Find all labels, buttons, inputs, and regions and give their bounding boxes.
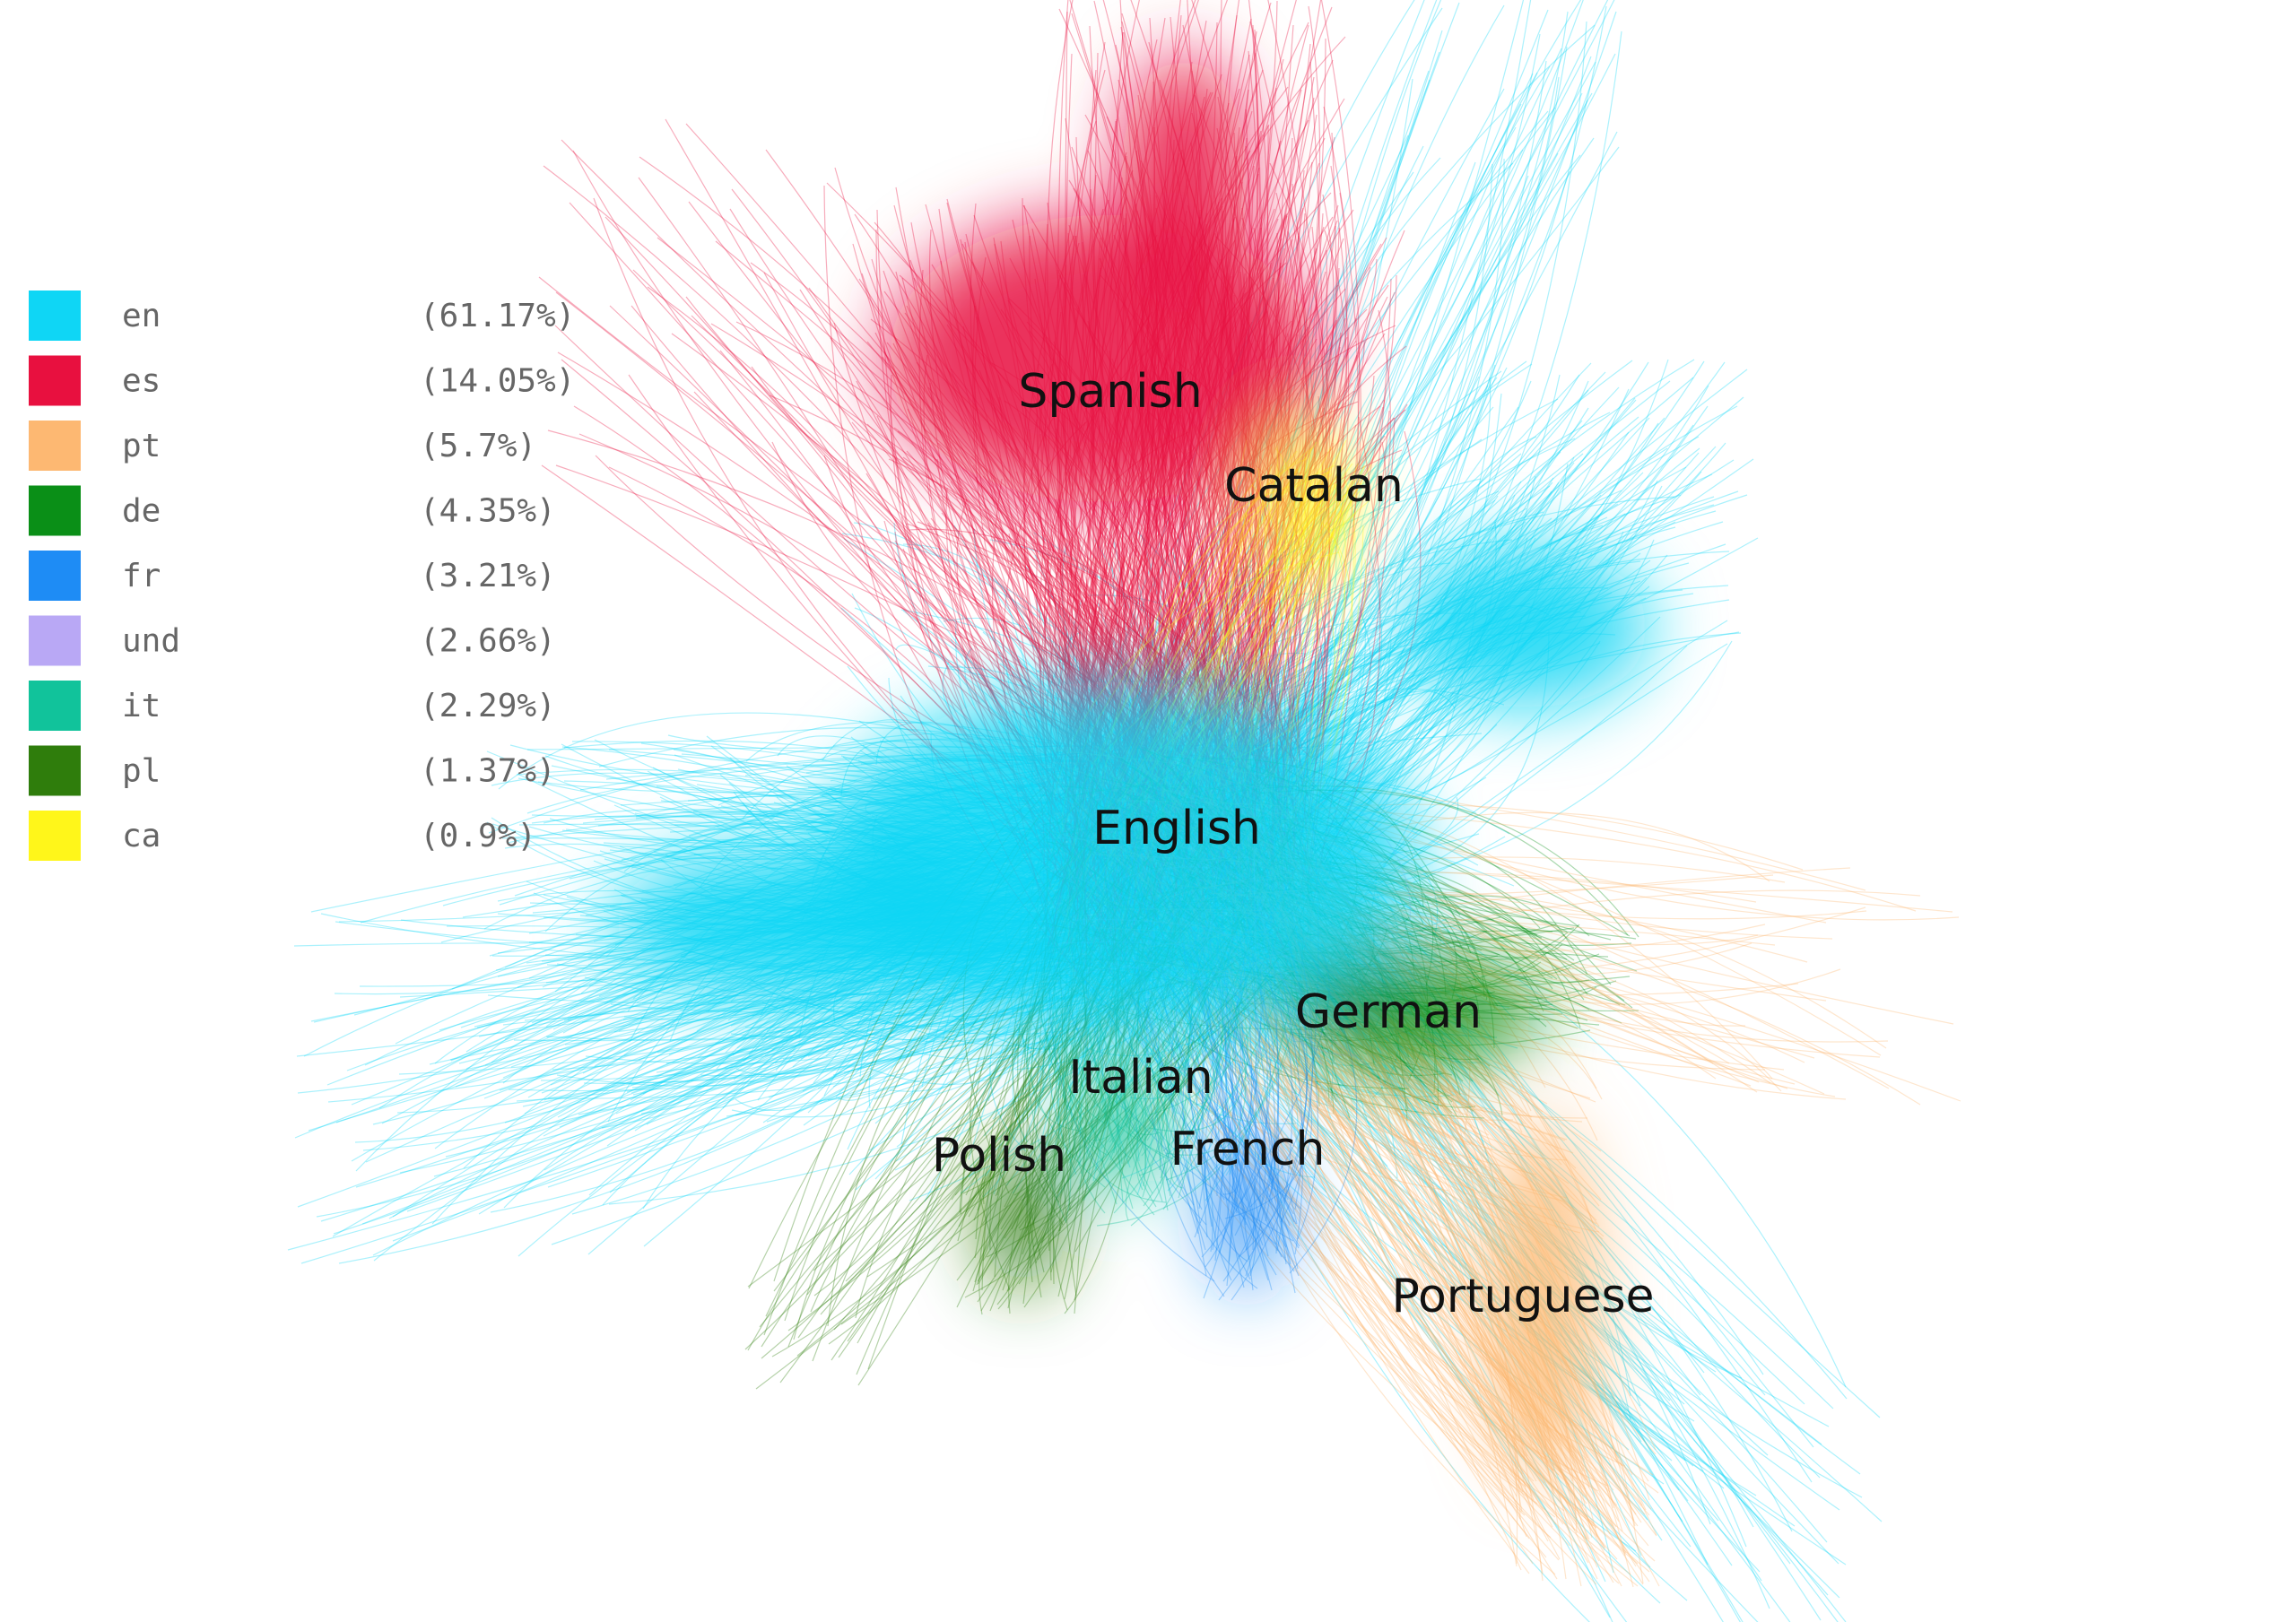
legend-code: fr [122, 558, 161, 594]
edge [1280, 377, 1694, 756]
legend-share: (5.7%) [420, 428, 536, 464]
edge [1223, 216, 1334, 784]
edge [1269, 162, 1331, 778]
cluster-cores [610, 54, 1650, 1479]
cluster-core [1269, 430, 1350, 592]
legend-code: es [122, 363, 161, 400]
edge [1141, 30, 1443, 769]
cluster-core [1292, 959, 1543, 1067]
edge [1179, 974, 1725, 1489]
edge [1209, 944, 1560, 1561]
legend-share: (0.9%) [420, 818, 536, 854]
cluster-core [1399, 547, 1650, 708]
edge [1171, 0, 1584, 750]
edge [909, 528, 1296, 751]
legend-code: pt [122, 428, 161, 464]
legend-code: it [122, 688, 161, 724]
cluster-label: Polish [932, 1129, 1066, 1183]
legend-share: (14.05%) [420, 363, 575, 400]
edge [1062, 959, 1553, 1528]
legend-share: (4.35%) [420, 493, 556, 530]
cluster-core [1489, 1121, 1596, 1479]
edge [1292, 941, 1639, 1565]
legend-share: (2.29%) [420, 688, 556, 724]
edge [1286, 944, 1637, 1552]
cluster-label: Italian [1068, 1051, 1213, 1105]
legend-code: de [122, 493, 161, 530]
legend-share: (61.17%) [420, 298, 575, 334]
edge [1095, 948, 1547, 1558]
edge [1189, 964, 1597, 1585]
edge [1309, 158, 1505, 833]
edge [1249, 11, 1617, 839]
edge [1068, 965, 1556, 1518]
legend-swatch [29, 681, 81, 731]
legend-swatch [29, 355, 81, 406]
cluster-core [1076, 1067, 1166, 1193]
legend-swatch [29, 551, 81, 601]
cluster-core [982, 1148, 1063, 1291]
legend-code: en [122, 298, 161, 334]
edge [1301, 72, 1538, 796]
legend-swatch [29, 811, 81, 861]
legend-swatch [29, 291, 81, 341]
legend-share: (1.37%) [420, 753, 556, 790]
edge [1218, 472, 1303, 756]
legend-share: (2.66%) [420, 623, 556, 660]
edge [1306, 61, 1324, 776]
edge [1162, 152, 1559, 754]
edge [1089, 936, 1570, 1547]
edge [1284, 11, 1569, 795]
edge [1192, 938, 1663, 1541]
cluster-label: Spanish [1018, 365, 1202, 419]
legend: en (61.17%) es (14.05%) pt (5.7%) de (4.35%) fr (… [29, 291, 575, 861]
cluster-label: German [1295, 985, 1482, 1039]
edge [808, 287, 1204, 746]
edge [715, 240, 1312, 759]
edge [1216, 943, 1587, 1540]
edge [1109, 973, 1847, 1566]
edge [396, 967, 1057, 1114]
legend-code: ca [122, 818, 161, 854]
edge [1072, 974, 1553, 1471]
cluster-label: Portuguese [1391, 1270, 1654, 1323]
edge [1214, 163, 1493, 748]
cluster-label: English [1092, 802, 1261, 855]
edge [1301, 359, 1695, 752]
edge [1269, 958, 1522, 1571]
cluster-label: French [1170, 1123, 1326, 1176]
edge [1307, 106, 1360, 797]
cluster-core [610, 843, 1004, 1004]
legend-swatch [29, 745, 81, 796]
legend-code: und [122, 623, 180, 660]
legend-swatch [29, 421, 81, 471]
legend-share: (3.21%) [420, 558, 556, 594]
legend-swatch [29, 615, 81, 666]
cluster-label: Catalan [1224, 459, 1404, 513]
legend-code: pl [122, 753, 161, 790]
edge [1065, 110, 1549, 773]
cluster-core [1121, 54, 1247, 305]
edge [1109, 907, 1688, 1601]
edge [1076, 360, 1527, 762]
legend-swatch [29, 485, 81, 536]
edge [1187, 917, 1661, 1604]
edge [1296, 48, 1562, 818]
cluster-core [1211, 1130, 1283, 1291]
cluster-labels: Spanish Catalan English German ItalianPolish… [932, 365, 1655, 1323]
edge [1304, 690, 1456, 754]
edge [1285, 0, 1361, 765]
edge [1212, 4, 1505, 804]
edge [1279, 436, 1537, 745]
